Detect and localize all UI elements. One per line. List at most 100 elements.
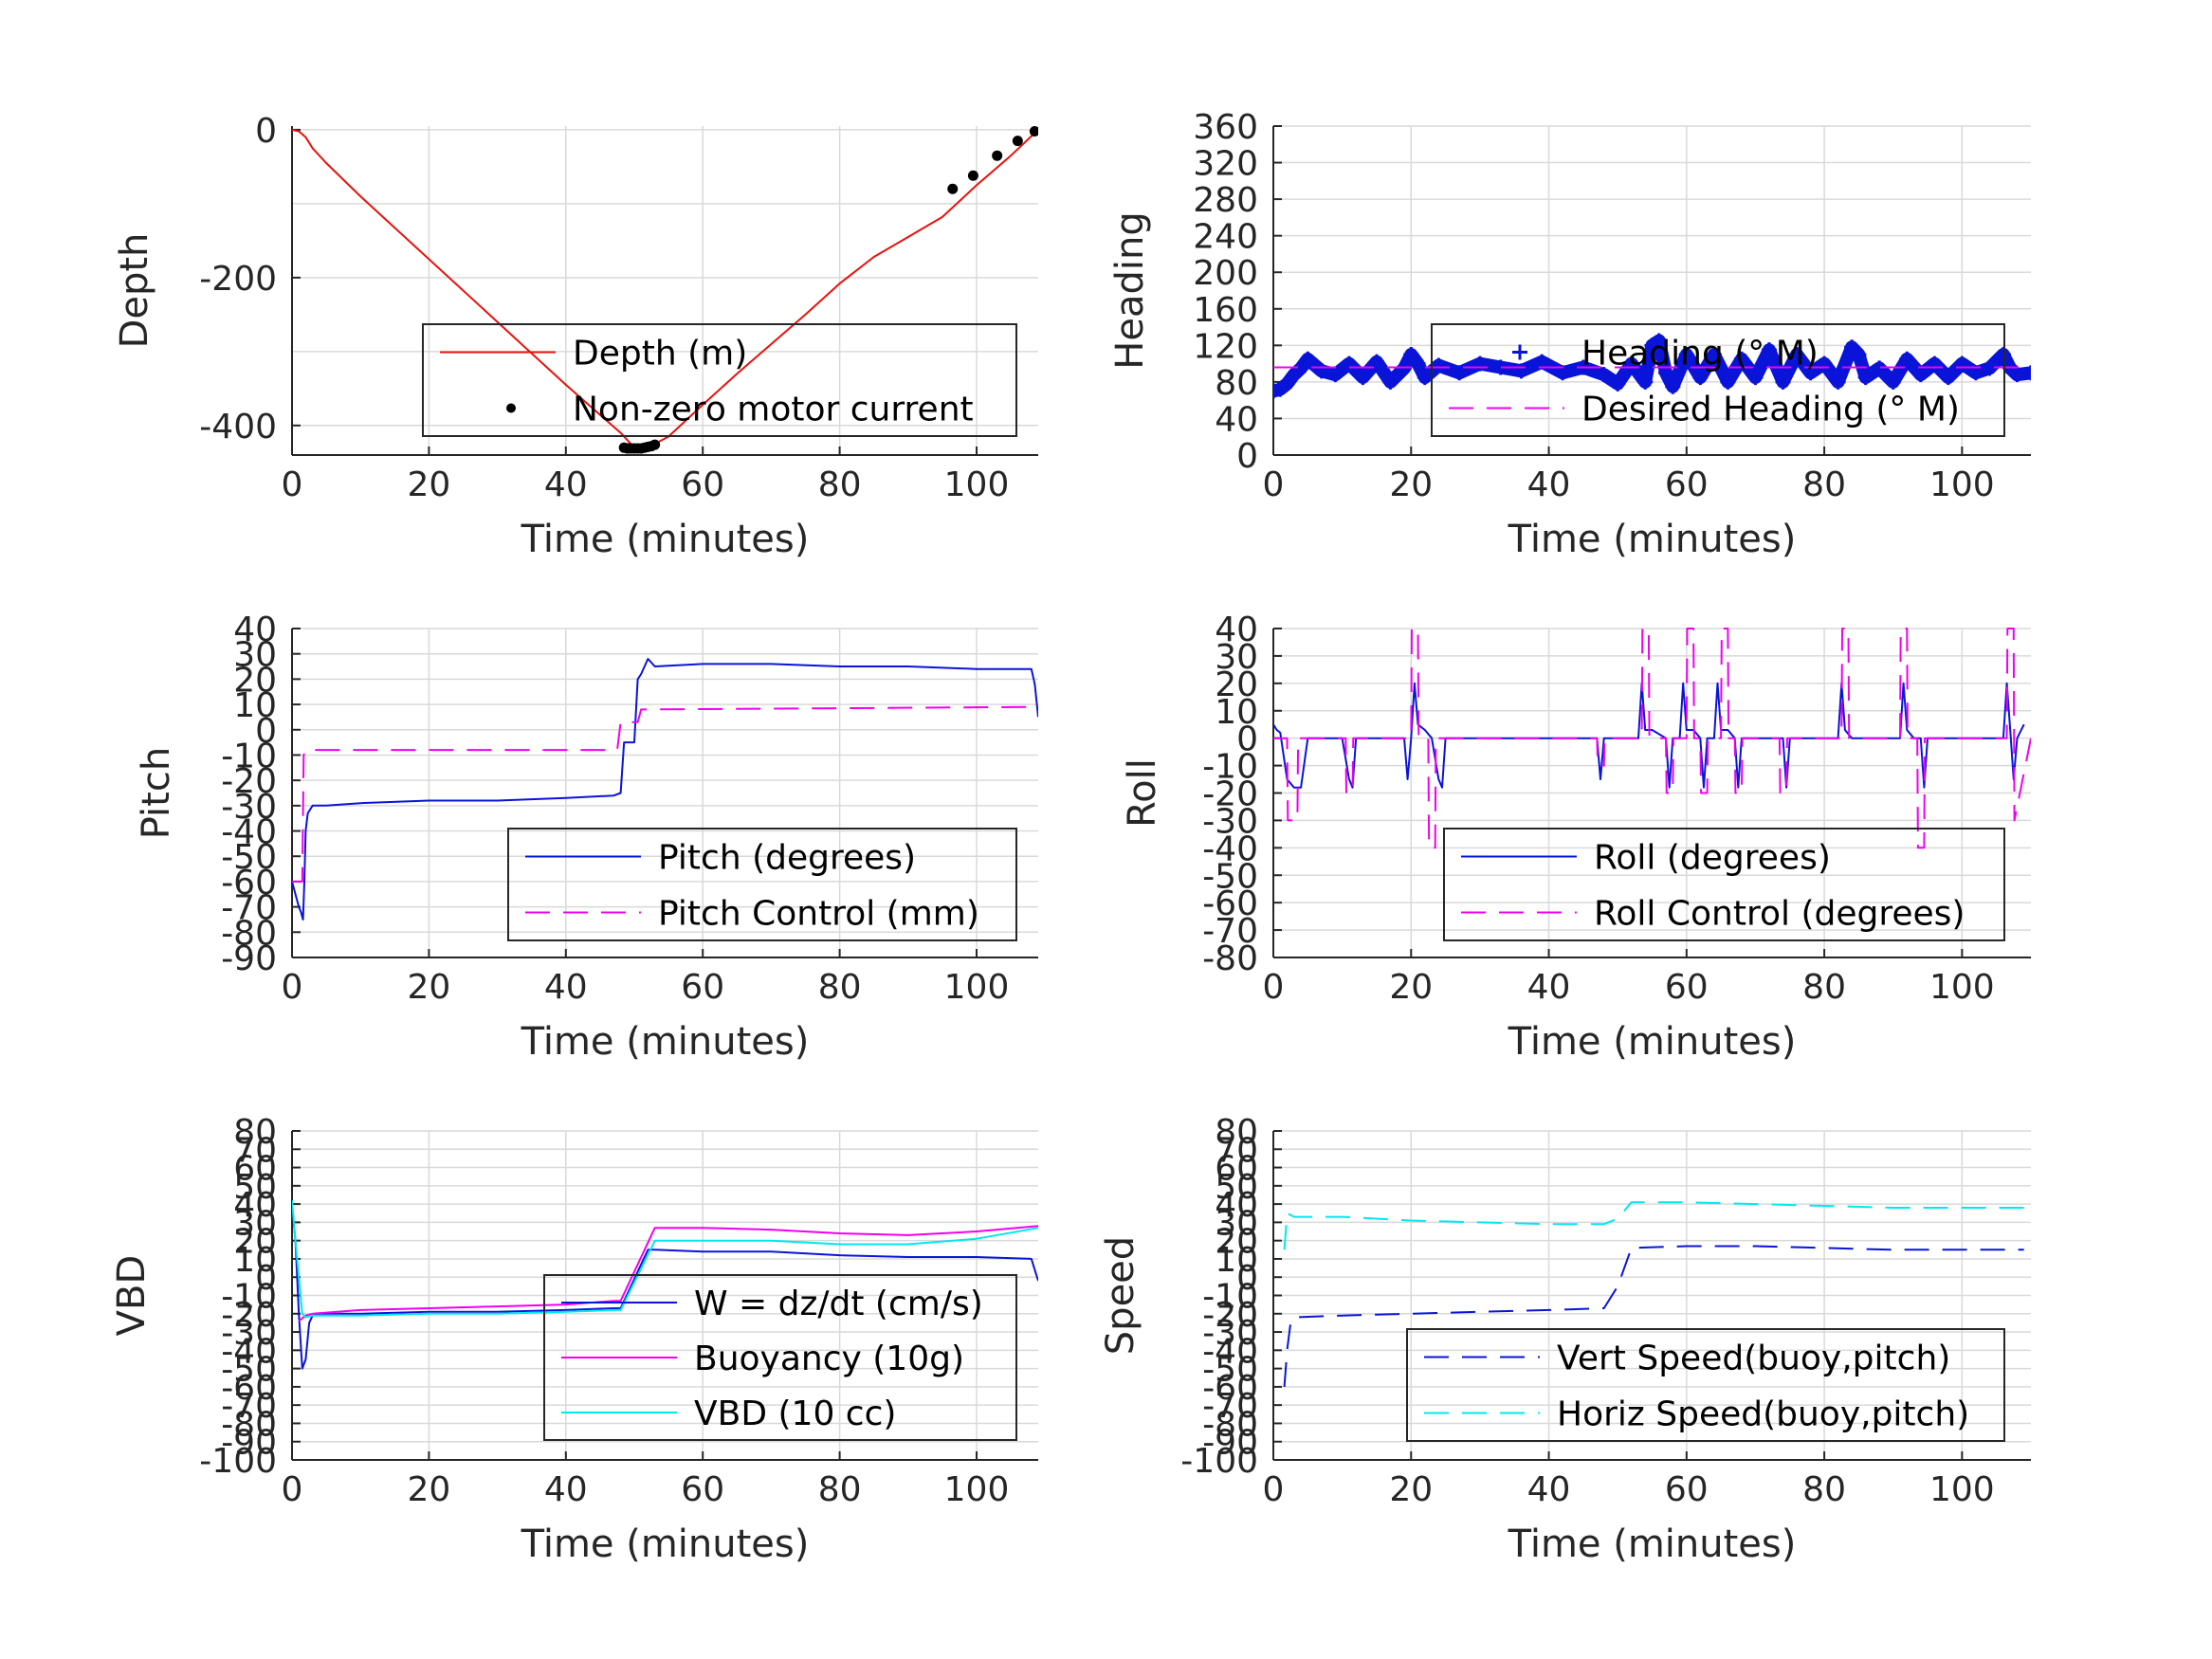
- heading-point-marker: [1410, 356, 1426, 372]
- x-tick-label: 60: [1665, 968, 1709, 1007]
- y-tick-label: 120: [1193, 327, 1258, 366]
- y-tick-label: 280: [1193, 181, 1258, 220]
- heading-point-marker: [1273, 383, 1281, 399]
- heading-point-marker: [1651, 333, 1667, 349]
- y-tick-label: -100: [1180, 1442, 1258, 1481]
- motor-current-point: [992, 150, 1003, 161]
- heading-point-marker: [1610, 375, 1626, 392]
- speed-series-line-1: [1283, 1245, 2024, 1387]
- x-tick-label: 80: [818, 968, 862, 1007]
- y-tick-label: 40: [1215, 611, 1258, 649]
- heading-point-marker: [1513, 363, 1529, 379]
- vbd-plot-area: [292, 1200, 1038, 1370]
- heading-point-marker: [1706, 346, 1722, 362]
- x-tick-label: 0: [282, 968, 303, 1007]
- y-tick-label: -60: [1202, 884, 1258, 923]
- y-tick-label: -80: [221, 914, 277, 953]
- y-tick-label: -30: [221, 788, 277, 827]
- heading-point-marker: [2023, 365, 2031, 381]
- legend-box: [507, 828, 1017, 941]
- x-tick-label: 0: [282, 465, 303, 504]
- speed-x-axis-label: Time (minutes): [1508, 1522, 1797, 1566]
- vbd-series-line-1: [292, 1204, 1038, 1370]
- legend-label: Non-zero motor current: [573, 391, 974, 429]
- heading-point-marker: [1665, 378, 1681, 394]
- y-tick-label: -400: [199, 408, 277, 447]
- pitch-series-line-1: [292, 658, 1038, 921]
- y-tick-label: 160: [1193, 291, 1258, 330]
- depth-grid: [291, 126, 1038, 455]
- motor-current-point: [1012, 136, 1023, 147]
- y-tick-label: -50: [221, 1351, 277, 1390]
- motor-current-point: [1029, 125, 1038, 137]
- y-tick-label: 30: [1215, 1204, 1258, 1243]
- y-tick-label: 20: [233, 661, 277, 700]
- y-tick-label: 50: [233, 1168, 277, 1207]
- pitch-y-axis-label: Pitch: [135, 747, 178, 839]
- depth-legend: Depth (m) Non-zero motor current: [422, 323, 1017, 437]
- pitch-x-axis-label: Time (minutes): [521, 1020, 810, 1064]
- heading-point-marker: [1733, 351, 1749, 367]
- heading-point-marker: [1899, 351, 1915, 367]
- y-tick-label: 50: [1215, 1168, 1258, 1207]
- heading-legend: Heading (° M) Desired Heading (° M): [1431, 323, 2005, 437]
- depth-plot-area: [292, 125, 1038, 454]
- y-tick-label: -50: [1202, 1351, 1258, 1390]
- legend-label: Vert Speed(buoy,pitch): [1557, 1340, 1950, 1378]
- x-tick-label: 20: [407, 465, 450, 504]
- legend-label: Pitch Control (mm): [658, 895, 979, 934]
- y-tick-label: 10: [1215, 1241, 1258, 1280]
- y-tick-label: -70: [1202, 1387, 1258, 1426]
- legend-label: Heading (° M): [1581, 335, 1819, 374]
- y-tick-label: -60: [221, 1369, 277, 1408]
- y-tick-label: -200: [199, 260, 277, 299]
- x-tick-label: 20: [1389, 968, 1433, 1007]
- y-tick-label: 360: [1193, 108, 1258, 147]
- y-tick-label: 20: [1215, 665, 1258, 704]
- x-tick-label: 20: [1389, 1470, 1433, 1509]
- motor-current-point: [649, 439, 661, 450]
- y-tick-label: 200: [1193, 254, 1258, 293]
- legend-label: Pitch (degrees): [658, 839, 916, 878]
- heading-y-axis-label: Heading: [1108, 211, 1152, 369]
- legend-label: VBD (10 cc): [694, 1395, 896, 1433]
- pitch-plot-area: [292, 658, 1038, 921]
- y-tick-label: -70: [1202, 912, 1258, 951]
- legend-marker: [506, 403, 516, 413]
- heading-point-marker: [1940, 370, 1956, 386]
- y-tick-label: 80: [1215, 364, 1258, 403]
- y-tick-label: 40: [1215, 400, 1258, 439]
- y-tick-label: -10: [221, 737, 277, 775]
- legend-label: Roll (degrees): [1594, 839, 1831, 878]
- y-tick-label: -40: [1202, 830, 1258, 868]
- x-tick-label: 100: [944, 465, 1010, 504]
- vbd-x-axis-label: Time (minutes): [521, 1522, 810, 1566]
- legend-label: Desired Heading (° M): [1581, 391, 1960, 429]
- y-tick-label: 40: [233, 1186, 277, 1225]
- heading-point-marker: [1341, 356, 1357, 372]
- y-tick-label: 30: [233, 636, 277, 675]
- y-tick-label: -20: [1202, 1296, 1258, 1335]
- x-tick-label: 80: [1802, 1470, 1846, 1509]
- x-tick-label: 80: [818, 465, 862, 504]
- x-tick-label: 20: [407, 968, 450, 1007]
- x-tick-label: 40: [1527, 1470, 1571, 1509]
- heading-point-marker: [1279, 375, 1295, 392]
- y-tick-label: 60: [233, 1150, 277, 1189]
- roll-legend: Roll (degrees) Roll Control (degrees): [1443, 828, 2005, 941]
- roll-x-axis-label: Time (minutes): [1508, 1020, 1797, 1064]
- pitch-grid: [291, 628, 1038, 958]
- y-tick-label: 10: [1215, 693, 1258, 732]
- roll-plot-area: [1273, 628, 2031, 849]
- heading-point-marker: [1327, 367, 1344, 383]
- heading-point-marker: [1452, 365, 1468, 381]
- y-tick-label: 30: [1215, 638, 1258, 677]
- legend-box: [1443, 828, 2005, 941]
- speed-panel: 0 20 40 60 80 10080706050403020100-10-20-30-4…: [1099, 1113, 2031, 1566]
- y-tick-label: -90: [221, 939, 277, 978]
- vbd-legend: W = dz/dt (cm/s) Buoyancy (10g) VBD (10 cc…: [543, 1274, 1017, 1441]
- legend-label: Roll Control (degrees): [1594, 895, 1965, 934]
- x-tick-label: 60: [681, 968, 724, 1007]
- y-tick-label: 20: [1215, 1223, 1258, 1262]
- legend-label: W = dz/dt (cm/s): [694, 1285, 983, 1323]
